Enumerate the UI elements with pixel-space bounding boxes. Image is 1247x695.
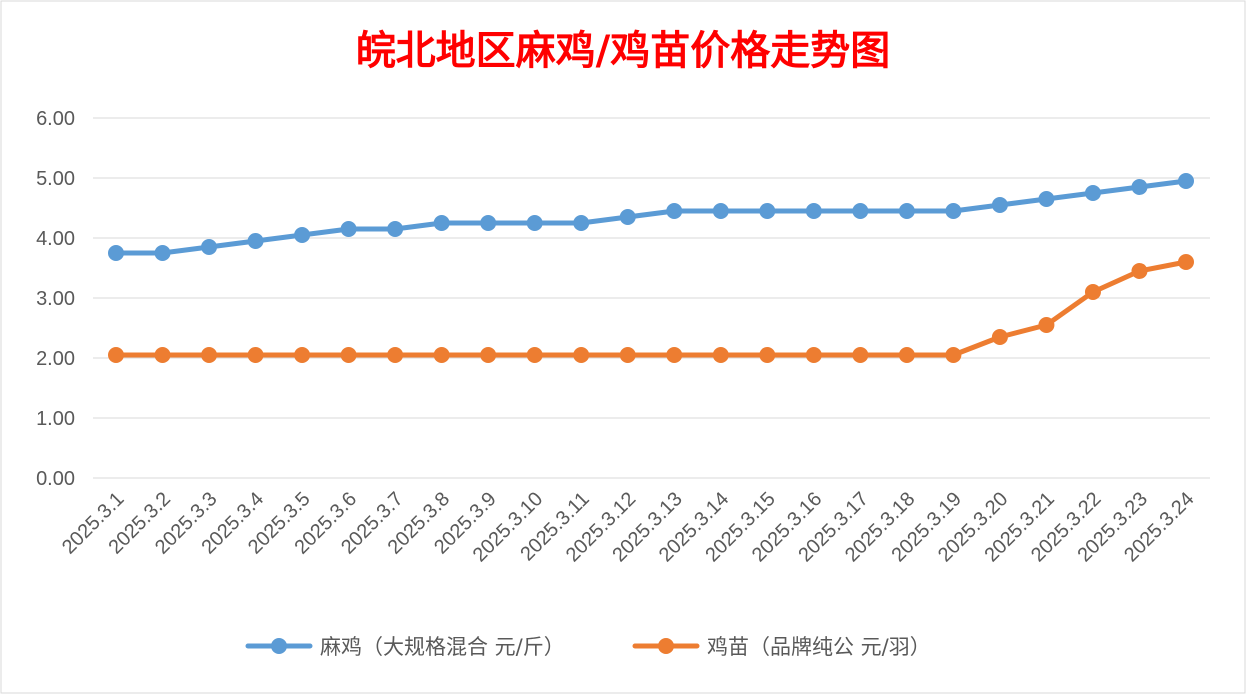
data-point	[852, 203, 869, 219]
data-point	[805, 347, 822, 363]
data-point	[387, 347, 404, 363]
data-point	[526, 347, 543, 363]
data-series	[108, 173, 1194, 363]
y-axis-tick-labels: 0.00 1.00 2.00 3.00 4.00 5.00 6.00	[36, 108, 75, 490]
data-point	[108, 245, 124, 261]
y-tick-label: 5.00	[36, 168, 75, 190]
data-point	[247, 347, 264, 363]
data-point	[1084, 284, 1101, 300]
data-point	[991, 197, 1008, 213]
data-point	[387, 221, 404, 237]
legend: 麻鸡（大规格混合 元/斤） 鸡苗（品牌纯公 元/羽）	[245, 635, 931, 659]
data-point	[712, 347, 729, 363]
data-point	[712, 203, 729, 219]
data-point	[480, 215, 497, 231]
legend-item: 麻鸡（大规格混合 元/斤）	[245, 635, 565, 659]
y-tick-label: 0.00	[36, 468, 75, 490]
data-point	[1178, 173, 1194, 189]
data-point	[991, 329, 1008, 345]
data-point	[759, 347, 776, 363]
data-point	[1131, 179, 1148, 195]
y-tick-label: 1.00	[36, 408, 75, 430]
data-point	[573, 347, 590, 363]
data-point	[619, 347, 636, 363]
data-point	[526, 215, 543, 231]
series-2	[108, 254, 1194, 363]
data-point	[154, 347, 171, 363]
data-point	[759, 203, 776, 219]
data-point	[340, 347, 357, 363]
data-point	[433, 215, 450, 231]
y-tick-label: 6.00	[36, 108, 75, 130]
y-tick-label: 2.00	[36, 348, 75, 370]
data-point	[666, 347, 683, 363]
data-point	[1131, 263, 1148, 279]
data-point	[201, 239, 218, 255]
data-point	[108, 347, 124, 363]
data-point	[294, 347, 311, 363]
data-point	[433, 347, 450, 363]
data-point	[154, 245, 171, 261]
legend-swatch-marker	[271, 638, 287, 654]
legend-label: 鸡苗（品牌纯公 元/羽）	[707, 635, 931, 659]
legend-swatch-marker	[658, 638, 674, 654]
data-point	[666, 203, 683, 219]
data-point	[1084, 185, 1101, 201]
data-point	[945, 347, 962, 363]
y-tick-label: 3.00	[36, 288, 75, 310]
legend-label: 麻鸡（大规格混合 元/斤）	[320, 635, 565, 659]
y-tick-label: 4.00	[36, 228, 75, 250]
data-point	[1038, 317, 1055, 333]
series-1	[108, 173, 1194, 261]
data-point	[619, 209, 636, 225]
data-point	[573, 215, 590, 231]
data-point	[898, 203, 915, 219]
data-point	[294, 227, 311, 243]
data-point	[247, 233, 264, 249]
data-point	[945, 203, 962, 219]
data-point	[1178, 254, 1194, 270]
data-point	[480, 347, 497, 363]
data-point	[1038, 191, 1055, 207]
data-point	[201, 347, 218, 363]
legend-item: 鸡苗（品牌纯公 元/羽）	[632, 635, 931, 659]
data-point	[898, 347, 915, 363]
data-point	[852, 347, 869, 363]
chart-title: 皖北地区麻鸡/鸡苗价格走势图	[356, 28, 891, 74]
data-point	[805, 203, 822, 219]
data-point	[340, 221, 357, 237]
